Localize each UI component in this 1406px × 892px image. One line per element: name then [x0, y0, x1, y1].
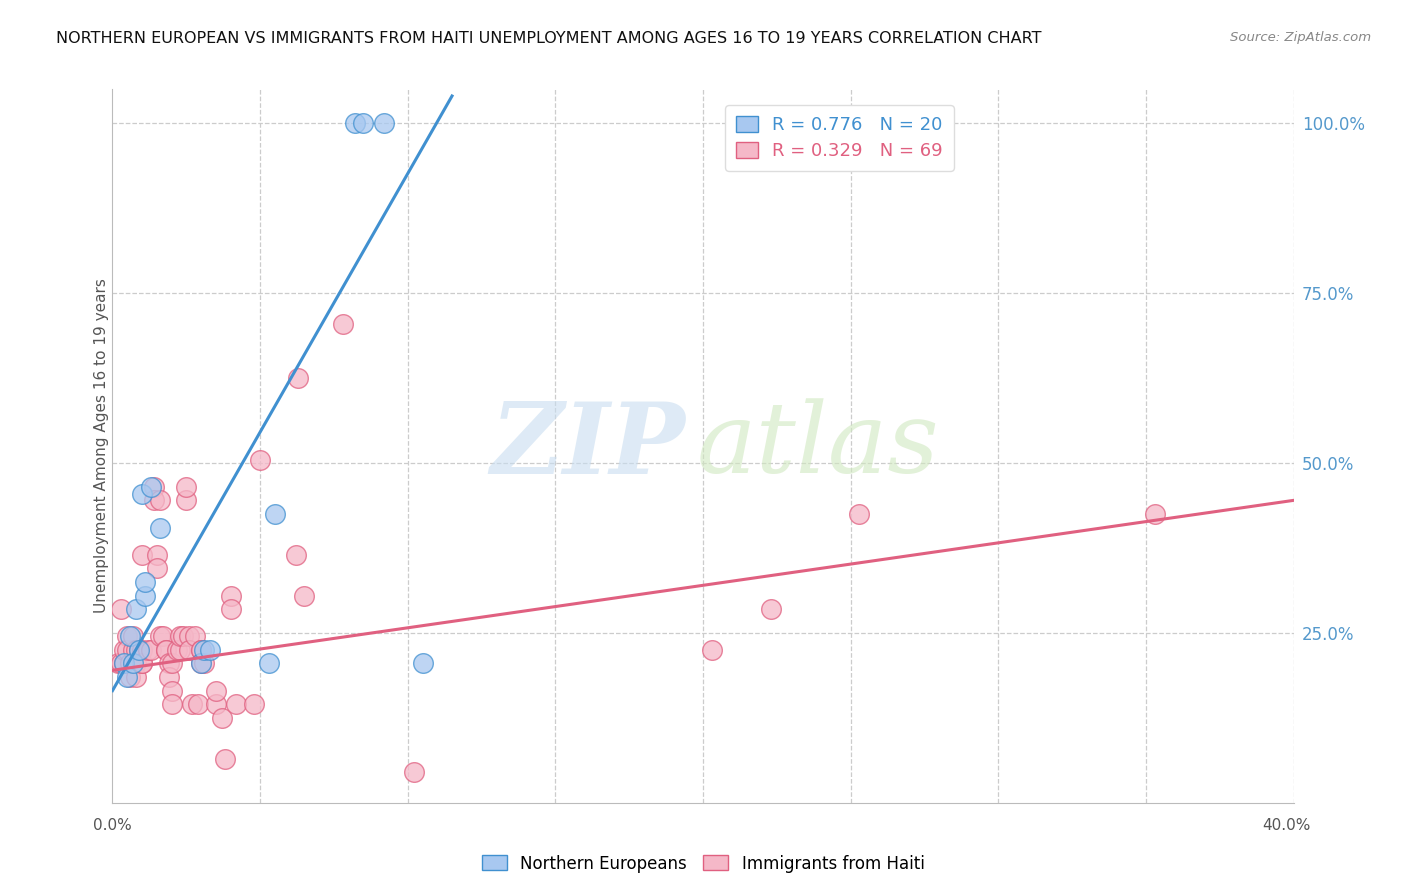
- Point: [264, 507, 287, 521]
- Point: [117, 629, 138, 643]
- Point: [332, 317, 354, 331]
- Legend: R = 0.776   N = 20, R = 0.329   N = 69: R = 0.776 N = 20, R = 0.329 N = 69: [725, 105, 953, 170]
- Point: [122, 643, 145, 657]
- Point: [112, 657, 135, 671]
- Point: [142, 480, 165, 494]
- Point: [131, 643, 153, 657]
- Point: [198, 643, 221, 657]
- Point: [160, 683, 183, 698]
- Point: [205, 683, 228, 698]
- Point: [292, 589, 315, 603]
- Point: [128, 643, 150, 657]
- Point: [122, 629, 145, 643]
- Point: [155, 643, 177, 657]
- Point: [343, 116, 366, 130]
- Point: [125, 657, 148, 671]
- Point: [187, 698, 209, 712]
- Point: [169, 643, 191, 657]
- Point: [131, 657, 153, 671]
- Point: [402, 765, 425, 780]
- Text: 0.0%: 0.0%: [93, 818, 132, 832]
- Point: [146, 548, 169, 562]
- Point: [142, 493, 165, 508]
- Point: [117, 643, 138, 657]
- Point: [120, 629, 142, 643]
- Point: [122, 657, 145, 671]
- Text: atlas: atlas: [697, 399, 939, 493]
- Point: [411, 657, 433, 671]
- Text: 40.0%: 40.0%: [1263, 818, 1310, 832]
- Point: [110, 657, 132, 671]
- Point: [211, 711, 233, 725]
- Point: [152, 629, 174, 643]
- Point: [759, 602, 782, 616]
- Point: [225, 698, 247, 712]
- Point: [352, 116, 374, 130]
- Point: [155, 643, 177, 657]
- Text: Source: ZipAtlas.com: Source: ZipAtlas.com: [1230, 31, 1371, 45]
- Point: [190, 657, 212, 671]
- Point: [160, 698, 183, 712]
- Point: [700, 643, 723, 657]
- Point: [284, 548, 307, 562]
- Point: [190, 643, 212, 657]
- Point: [287, 371, 309, 385]
- Point: [136, 643, 159, 657]
- Point: [179, 643, 201, 657]
- Point: [125, 643, 148, 657]
- Point: [139, 480, 162, 494]
- Point: [117, 670, 138, 684]
- Point: [149, 629, 172, 643]
- Point: [174, 480, 197, 494]
- Point: [134, 589, 156, 603]
- Point: [190, 643, 212, 657]
- Point: [193, 643, 215, 657]
- Text: NORTHERN EUROPEAN VS IMMIGRANTS FROM HAITI UNEMPLOYMENT AMONG AGES 16 TO 19 YEAR: NORTHERN EUROPEAN VS IMMIGRANTS FROM HAI…: [56, 31, 1042, 46]
- Point: [219, 602, 242, 616]
- Point: [166, 643, 188, 657]
- Point: [110, 602, 132, 616]
- Point: [112, 657, 135, 671]
- Point: [174, 493, 197, 508]
- Point: [181, 698, 204, 712]
- Point: [190, 657, 212, 671]
- Point: [146, 561, 169, 575]
- Point: [131, 657, 153, 671]
- Point: [848, 507, 870, 521]
- Point: [134, 574, 156, 589]
- Text: ZIP: ZIP: [491, 398, 685, 494]
- Point: [373, 116, 395, 130]
- Point: [193, 657, 215, 671]
- Point: [125, 670, 148, 684]
- Point: [157, 670, 180, 684]
- Point: [120, 670, 142, 684]
- Point: [125, 602, 148, 616]
- Point: [149, 520, 172, 534]
- Point: [169, 629, 191, 643]
- Point: [249, 452, 271, 467]
- Point: [257, 657, 280, 671]
- Point: [179, 629, 201, 643]
- Point: [128, 643, 150, 657]
- Point: [1143, 507, 1166, 521]
- Point: [219, 589, 242, 603]
- Point: [120, 657, 142, 671]
- Point: [160, 657, 183, 671]
- Point: [149, 493, 172, 508]
- Point: [139, 643, 162, 657]
- Point: [214, 751, 236, 765]
- Point: [131, 548, 153, 562]
- Point: [157, 657, 180, 671]
- Legend: Northern Europeans, Immigrants from Haiti: Northern Europeans, Immigrants from Hait…: [475, 848, 931, 880]
- Point: [184, 629, 207, 643]
- Point: [172, 629, 194, 643]
- Point: [205, 698, 228, 712]
- Point: [107, 657, 129, 671]
- Point: [112, 643, 135, 657]
- Y-axis label: Unemployment Among Ages 16 to 19 years: Unemployment Among Ages 16 to 19 years: [94, 278, 108, 614]
- Point: [131, 486, 153, 500]
- Point: [243, 698, 266, 712]
- Point: [122, 657, 145, 671]
